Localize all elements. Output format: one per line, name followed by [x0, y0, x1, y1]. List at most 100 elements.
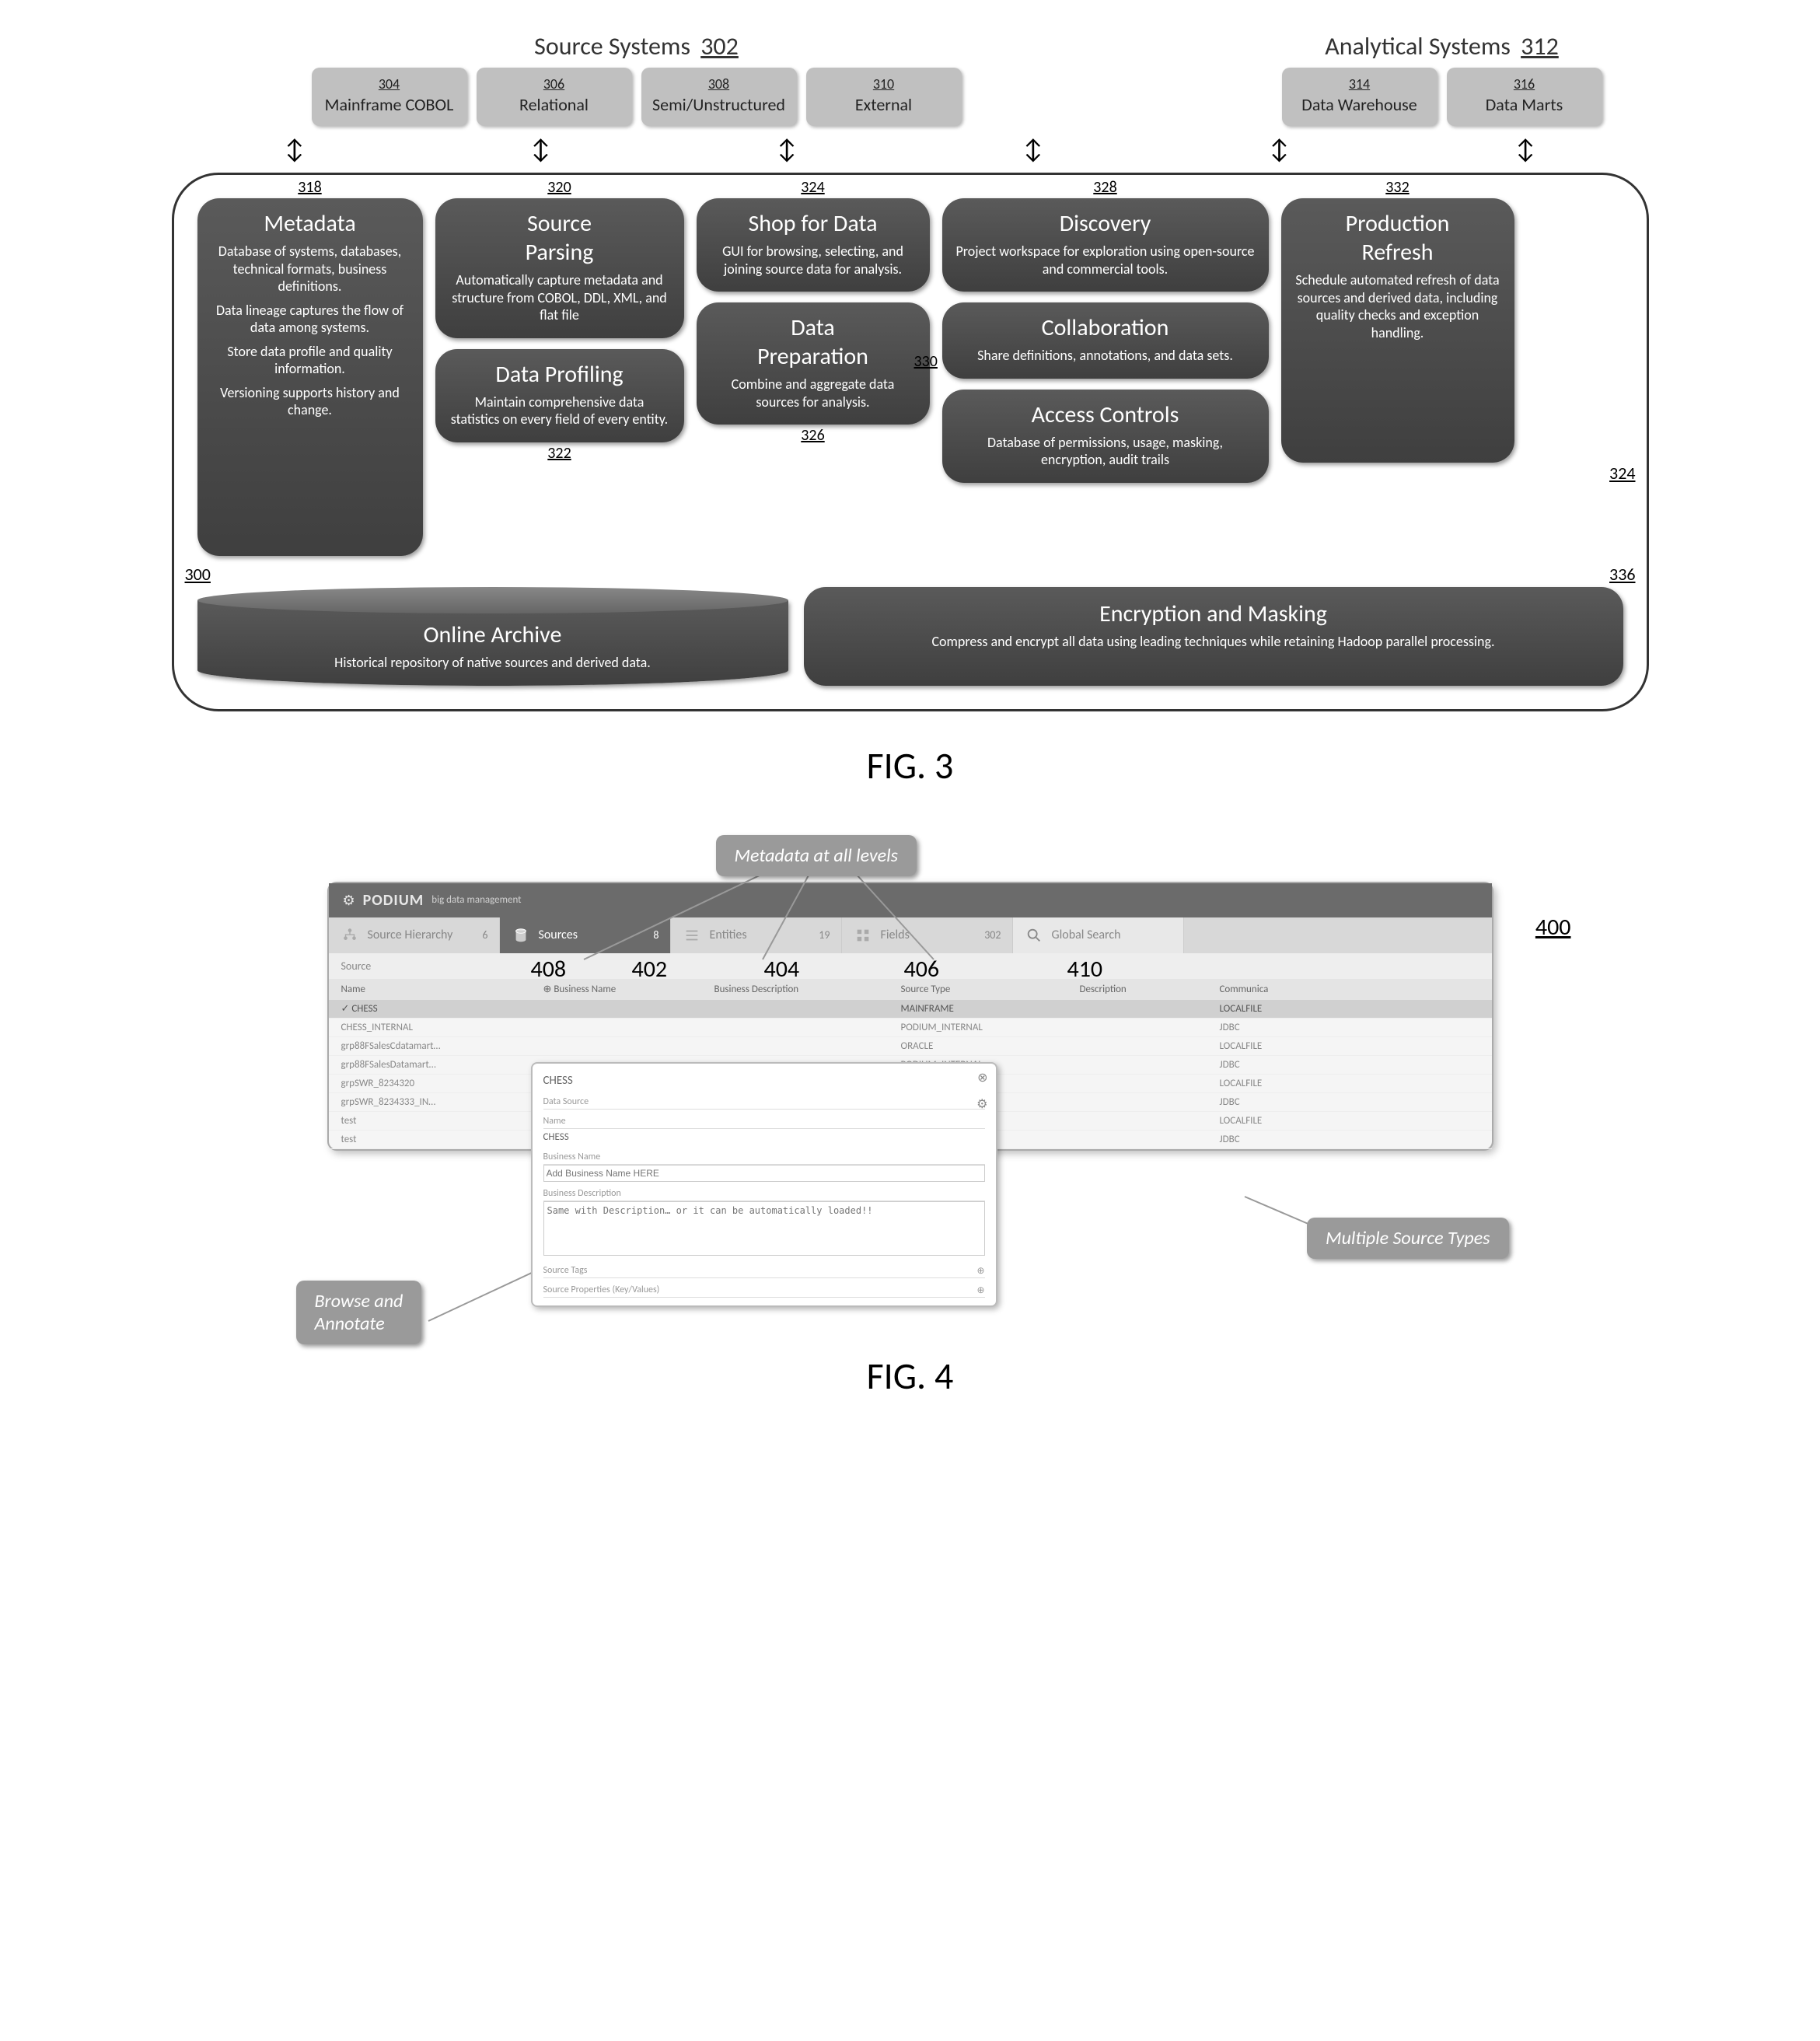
mod-title: Metadata — [211, 209, 409, 238]
mod-shop-data: 324 Shop for Data GUI for browsing, sele… — [697, 198, 930, 292]
arrow-icon: ↕ — [1515, 134, 1535, 173]
col-com[interactable]: Communica — [1220, 984, 1336, 995]
mod-encryption: Encryption and Masking Compress and encr… — [804, 587, 1623, 686]
mod-body: Database of permissions, usage, masking,… — [956, 434, 1255, 469]
analytical-systems-label: Analytical Systems 312 — [1282, 31, 1602, 61]
plus-icon[interactable]: ⊕ — [976, 1284, 984, 1296]
tab-sources[interactable]: Sources 8 — [500, 917, 671, 953]
tab-label: Entities — [710, 928, 747, 942]
gear-icon[interactable]: ⚙ — [976, 1096, 987, 1112]
mod-title: Collaboration — [956, 313, 1255, 342]
fld-bd-label: Business Description — [543, 1188, 985, 1201]
mod-body: Automatically capture metadata and struc… — [449, 271, 670, 324]
tab-count: 8 — [653, 928, 658, 942]
plus-icon[interactable]: ⊕ — [976, 1265, 984, 1277]
col-name[interactable]: Name — [341, 984, 543, 995]
mod-title: Encryption and Masking — [827, 599, 1600, 628]
brand: PODIUM — [363, 891, 424, 910]
ref-300: 300 — [185, 564, 211, 585]
box-external: 310External — [806, 68, 962, 126]
fld-name-val: CHESS — [543, 1129, 985, 1145]
search-icon — [1024, 925, 1044, 945]
fig4-caption: FIG. 4 — [327, 1353, 1493, 1399]
mod-collab: Collaboration Share definitions, annotat… — [942, 302, 1269, 379]
brand-sub: big data management — [431, 894, 521, 906]
tab-count: 6 — [482, 928, 487, 942]
box-semi: 308Semi/Unstructured — [641, 68, 797, 126]
tab-search[interactable]: Global Search — [1013, 917, 1184, 953]
callout-metadata: Metadata at all levels — [716, 835, 917, 876]
arrow-icon: ↕ — [777, 134, 797, 173]
hierarchy-icon — [340, 925, 360, 945]
mod-title: Discovery — [956, 209, 1255, 238]
mod-body: Schedule automated refresh of data sourc… — [1295, 271, 1500, 341]
fld-ds-label: Data Source — [543, 1096, 985, 1110]
arrow-icon: ↕ — [1023, 134, 1043, 173]
ref-322: 322 — [547, 444, 571, 463]
detail-title: CHESS — [543, 1071, 985, 1090]
db-icon — [511, 925, 531, 945]
arrows-row: ↕ ↕ ↕ ↕ ↕ ↕ — [172, 134, 1649, 173]
mod-archive: Online Archive Historical repository of … — [197, 587, 788, 686]
table-row[interactable]: ✓ CHESSMAINFRAMELOCALFILE — [329, 1000, 1492, 1019]
col-desc[interactable]: Description — [1080, 984, 1220, 995]
arrow-icon: ↕ — [1269, 134, 1289, 173]
ref-326: 326 — [801, 426, 824, 445]
tab-label: Source Hierarchy — [368, 928, 453, 942]
mod-source-parsing: 320 SourceParsing Automatically capture … — [435, 198, 684, 338]
mod-title: Online Archive — [213, 620, 773, 649]
close-icon[interactable]: ⊗ — [977, 1070, 987, 1085]
mod-body: Historical repository of native sources … — [213, 654, 773, 672]
col-st[interactable]: Source Type — [901, 984, 1080, 995]
ref-324: 324 — [801, 178, 824, 197]
list-icon — [682, 925, 702, 945]
bn-input[interactable] — [543, 1165, 985, 1182]
fld-tags-label: Source Tags⊕ — [543, 1265, 985, 1278]
app-window: ⚙ PODIUM big data management Source Hier… — [327, 882, 1493, 1151]
arrow-icon: ↕ — [530, 134, 550, 173]
mod-metadata: 318 Metadata Database of systems, databa… — [197, 198, 423, 556]
callout-browse: Browse andAnnotate — [296, 1281, 422, 1344]
tab-hierarchy[interactable]: Source Hierarchy 6 — [329, 917, 500, 953]
ref-400: 400 — [1535, 913, 1571, 942]
tab-count: 302 — [984, 928, 1001, 942]
ref-328: 328 — [1093, 178, 1116, 197]
mod-body: Combine and aggregate data sources for a… — [711, 376, 916, 411]
source-boxes: 304Mainframe COBOL 306Relational 308Semi… — [312, 68, 962, 126]
gear-icon: ⚙ — [343, 892, 355, 909]
tab-label: Fields — [881, 928, 910, 942]
filter-label: Source — [341, 959, 372, 973]
detail-panel: ⊗ CHESS Data Source ⚙ Name CHESS Busines… — [531, 1062, 997, 1307]
mod-body: Database of systems, databases, technica… — [211, 243, 409, 419]
col-bd[interactable]: Business Description — [714, 984, 901, 995]
mod-title: Access Controls — [956, 400, 1255, 429]
bd-textarea[interactable] — [543, 1201, 985, 1256]
col-bn[interactable]: ⊕ Business Name — [543, 984, 714, 995]
fig3-header-row: Source Systems 302 304Mainframe COBOL 30… — [172, 31, 1649, 126]
ref-330: 330 — [914, 352, 938, 371]
mod-body: Project workspace for exploration using … — [956, 243, 1255, 278]
ref-332: 332 — [1385, 178, 1409, 197]
mod-access: Access Controls Database of permissions,… — [942, 390, 1269, 483]
mod-title: Data Profiling — [449, 360, 670, 389]
mod-body: GUI for browsing, selecting, and joining… — [711, 243, 916, 278]
fld-props-label: Source Properties (Key/Values)⊕ — [543, 1284, 985, 1298]
mod-data-profiling: Data Profiling Maintain comprehensive da… — [435, 349, 684, 442]
tab-entities[interactable]: Entities 19 — [671, 917, 842, 953]
source-systems-label: Source Systems 302 — [312, 31, 962, 61]
analytical-boxes: 314Data Warehouse 316Data Marts — [1282, 68, 1602, 126]
fld-name-label: Name — [543, 1116, 985, 1129]
tab-label: Sources — [539, 928, 578, 942]
mod-body: Compress and encrypt all data using lead… — [827, 633, 1600, 651]
table-row[interactable]: CHESS_INTERNALPODIUM_INTERNALJDBC — [329, 1019, 1492, 1037]
mod-discovery: 328 Discovery Project workspace for expl… — [942, 198, 1269, 292]
table-row[interactable]: grp88FSalesCdatamart…ORACLELOCALFILE — [329, 1037, 1492, 1056]
tab-fields[interactable]: Fields 302 — [842, 917, 1013, 953]
box-marts: 316Data Marts — [1447, 68, 1602, 126]
fig3: Source Systems 302 304Mainframe COBOL 30… — [172, 31, 1649, 788]
mod-body: Share definitions, annotations, and data… — [956, 347, 1255, 365]
ref-324-side: 324 — [1609, 463, 1635, 484]
mod-data-prep: DataPreparation Combine and aggregate da… — [697, 302, 930, 425]
tab-label: Global Search — [1052, 928, 1121, 942]
mod-title: DataPreparation — [711, 313, 916, 371]
